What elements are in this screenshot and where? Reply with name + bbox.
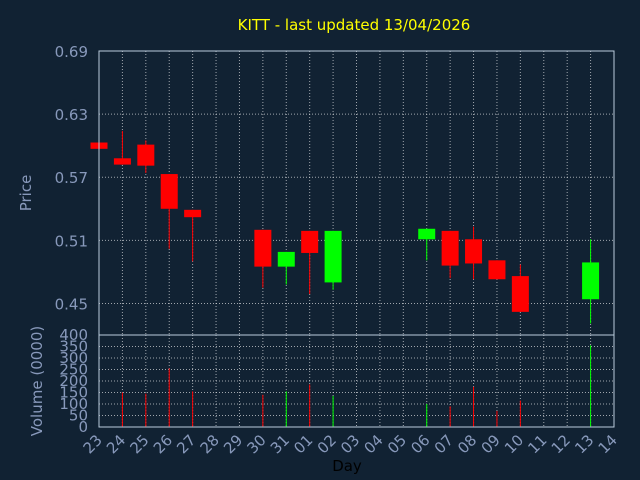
volume-tick-label: 400 [59,326,88,344]
candle-body [582,262,600,300]
candle-body [277,251,295,267]
candle-body [113,158,131,165]
candle-body [184,209,202,218]
candle-body [418,228,436,240]
candle-body [441,230,459,266]
volume-tick-label: 100 [59,395,88,413]
volume-axis-label: Volume (0000) [28,326,46,436]
day-axis-label: Day [332,457,362,475]
candle-body [488,260,506,280]
volume-tick-label: 200 [59,372,88,390]
candle-body [301,230,319,253]
volume-tick-label: 350 [59,338,88,356]
price-tick-label: 0.63 [55,106,88,124]
price-tick-label: 0.69 [55,43,88,61]
volume-plot-frame [98,334,615,428]
volume-tick-label: 250 [59,361,88,379]
candle-body [465,239,483,264]
volume-tick-label: 300 [59,349,88,367]
volume-grid [99,335,614,427]
volume-tick-label: 50 [69,407,88,425]
chart-title: KITT - last updated 13/04/2026 [238,16,471,34]
price-axis-ticks: 0.69 0.63 0.57 0.51 0.45 [55,43,88,313]
price-tick-label: 0.45 [55,295,88,313]
volume-tick-label: 150 [59,384,88,402]
candle-body [137,144,155,166]
candle-body [254,229,272,267]
price-tick-label: 0.57 [55,169,88,187]
candle-body [160,174,178,209]
candles [90,130,600,324]
price-tick-label: 0.51 [55,232,88,250]
price-axis-label: Price [17,175,35,212]
volume-bars [121,345,592,427]
candle-body [324,230,342,283]
volume-tick-label: 0 [78,418,88,436]
day-axis-ticks: 2324252627282930310102030405060708091011… [80,431,621,457]
candle-body [511,276,529,312]
